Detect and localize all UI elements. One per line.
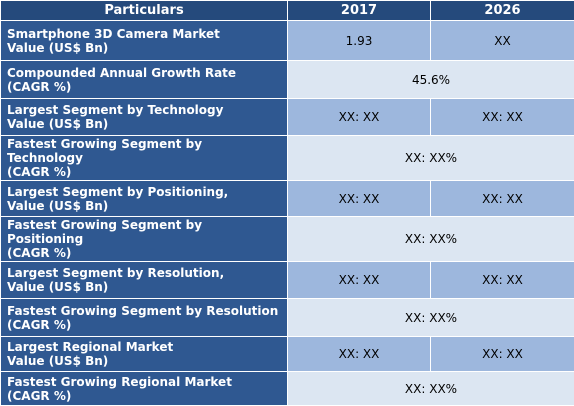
row-label-line: Value (US$ Bn) — [7, 199, 281, 213]
row-label: Largest Segment by Positioning, Value (U… — [1, 181, 288, 217]
value-merged: XX: XX% — [288, 217, 574, 262]
row-label: Fastest Growing Segment by Technology (C… — [1, 136, 288, 181]
header-2026: 2026 — [431, 1, 574, 21]
value-2026: XX: XX — [431, 337, 574, 372]
value-2026: XX: XX — [431, 99, 574, 136]
row-label-line: Value (US$ Bn) — [7, 41, 281, 55]
row-label-line: Smartphone 3D Camera Market — [7, 27, 281, 41]
row-label-line: Largest Segment by Technology — [7, 103, 281, 117]
row-label-line: Technology — [7, 151, 281, 165]
header-row: Particulars 2017 2026 — [1, 1, 574, 21]
row-label: Fastest Growing Segment by Positioning (… — [1, 217, 288, 262]
row-label-line: Largest Regional Market — [7, 340, 281, 354]
row-label-line: (CAGR %) — [7, 165, 281, 179]
row-label-line: (CAGR %) — [7, 318, 281, 332]
row-label: Largest Regional Market Value (US$ Bn) — [1, 337, 288, 372]
row-label-line: (CAGR %) — [7, 246, 281, 260]
row-label-line: Fastest Growing Segment by Resolution — [7, 304, 281, 318]
table-row: Largest Segment by Resolution, Value (US… — [1, 262, 574, 299]
row-label-line: Largest Segment by Positioning, — [7, 185, 281, 199]
row-label-line: Fastest Growing Regional Market — [7, 375, 281, 389]
value-2017: XX: XX — [288, 337, 431, 372]
value-merged: XX: XX% — [288, 136, 574, 181]
value-2017: XX: XX — [288, 262, 431, 299]
table-row: Largest Regional Market Value (US$ Bn) X… — [1, 337, 574, 372]
row-label: Compounded Annual Growth Rate (CAGR %) — [1, 61, 288, 99]
value-merged: XX: XX% — [288, 299, 574, 337]
table-row: Largest Segment by Positioning, Value (U… — [1, 181, 574, 217]
table-row: Fastest Growing Regional Market (CAGR %)… — [1, 372, 574, 406]
value-2017: XX: XX — [288, 181, 431, 217]
row-label-line: Value (US$ Bn) — [7, 354, 281, 368]
row-label-line: Fastest Growing Segment by — [7, 218, 281, 232]
value-2026: XX: XX — [431, 262, 574, 299]
value-merged: XX: XX% — [288, 372, 574, 406]
row-label-line: Fastest Growing Segment by — [7, 137, 281, 151]
header-2017: 2017 — [288, 1, 431, 21]
table-row: Fastest Growing Segment by Technology (C… — [1, 136, 574, 181]
table-row: Largest Segment by Technology Value (US$… — [1, 99, 574, 136]
row-label: Largest Segment by Technology Value (US$… — [1, 99, 288, 136]
table-row: Smartphone 3D Camera Market Value (US$ B… — [1, 21, 574, 61]
table-row: Fastest Growing Segment by Positioning (… — [1, 217, 574, 262]
row-label: Fastest Growing Regional Market (CAGR %) — [1, 372, 288, 406]
row-label: Smartphone 3D Camera Market Value (US$ B… — [1, 21, 288, 61]
row-label-line: Value (US$ Bn) — [7, 280, 281, 294]
row-label-line: Positioning — [7, 232, 281, 246]
value-merged: 45.6% — [288, 61, 574, 99]
row-label-line: Value (US$ Bn) — [7, 117, 281, 131]
value-2026: XX: XX — [431, 181, 574, 217]
row-label-line: Largest Segment by Resolution, — [7, 266, 281, 280]
value-2017: XX: XX — [288, 99, 431, 136]
row-label-line: Compounded Annual Growth Rate — [7, 66, 281, 80]
row-label: Fastest Growing Segment by Resolution (C… — [1, 299, 288, 337]
value-2017: 1.93 — [288, 21, 431, 61]
value-2026: XX — [431, 21, 574, 61]
table-row: Compounded Annual Growth Rate (CAGR %) 4… — [1, 61, 574, 99]
header-particulars: Particulars — [1, 1, 288, 21]
row-label-line: (CAGR %) — [7, 389, 281, 403]
row-label: Largest Segment by Resolution, Value (US… — [1, 262, 288, 299]
table-row: Fastest Growing Segment by Resolution (C… — [1, 299, 574, 337]
row-label-line: (CAGR %) — [7, 80, 281, 94]
